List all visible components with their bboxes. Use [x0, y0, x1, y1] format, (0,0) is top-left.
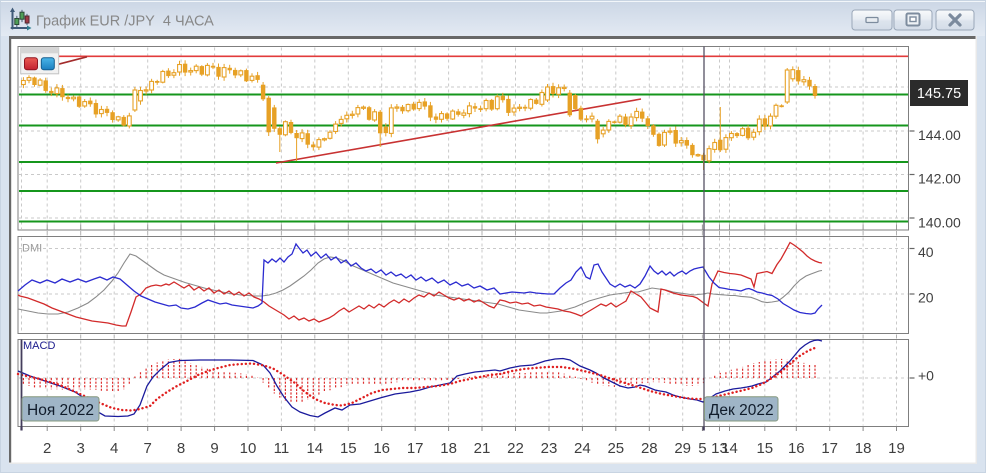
svg-text:5: 5	[698, 440, 706, 457]
svg-text:2: 2	[43, 440, 51, 457]
svg-text:25: 25	[607, 440, 624, 457]
svg-text:14: 14	[306, 440, 323, 457]
svg-text:140.00: 140.00	[918, 215, 961, 231]
svg-text:3: 3	[77, 440, 85, 457]
svg-text:22: 22	[507, 440, 524, 457]
svg-text:10: 10	[240, 440, 257, 457]
svg-text:21: 21	[474, 440, 491, 457]
svg-text:8: 8	[177, 440, 185, 457]
svg-text:18: 18	[440, 440, 457, 457]
svg-text:17: 17	[407, 440, 424, 457]
svg-text:24: 24	[574, 440, 591, 457]
svg-text:14: 14	[721, 440, 738, 457]
svg-text:15: 15	[756, 440, 773, 457]
svg-text:Дек 2022: Дек 2022	[709, 402, 774, 419]
svg-text:28: 28	[641, 440, 658, 457]
svg-text:142.00: 142.00	[918, 171, 961, 187]
svg-text:18: 18	[855, 440, 872, 457]
svg-text:9: 9	[210, 440, 218, 457]
svg-text:17: 17	[821, 440, 838, 457]
svg-text:16: 16	[788, 440, 805, 457]
svg-text:145.75: 145.75	[917, 86, 961, 102]
svg-text:7: 7	[144, 440, 152, 457]
svg-text:13: 13	[711, 440, 728, 457]
svg-text:4: 4	[110, 440, 118, 457]
svg-text:MACD: MACD	[23, 340, 55, 352]
svg-text:+0: +0	[918, 368, 934, 384]
svg-text:11: 11	[274, 440, 290, 457]
svg-text:23: 23	[541, 440, 558, 457]
svg-text:График EUR /JPY 4 ЧАСА: График EUR /JPY 4 ЧАСА	[36, 14, 214, 30]
svg-text:19: 19	[888, 440, 905, 457]
svg-text:DMI: DMI	[22, 243, 42, 255]
svg-text:144.00: 144.00	[918, 127, 961, 143]
svg-text:Ноя 2022: Ноя 2022	[27, 402, 94, 419]
svg-text:16: 16	[373, 440, 390, 457]
svg-text:20: 20	[918, 290, 934, 306]
svg-text:29: 29	[674, 440, 691, 457]
svg-text:15: 15	[340, 440, 357, 457]
svg-text:40: 40	[918, 244, 934, 260]
